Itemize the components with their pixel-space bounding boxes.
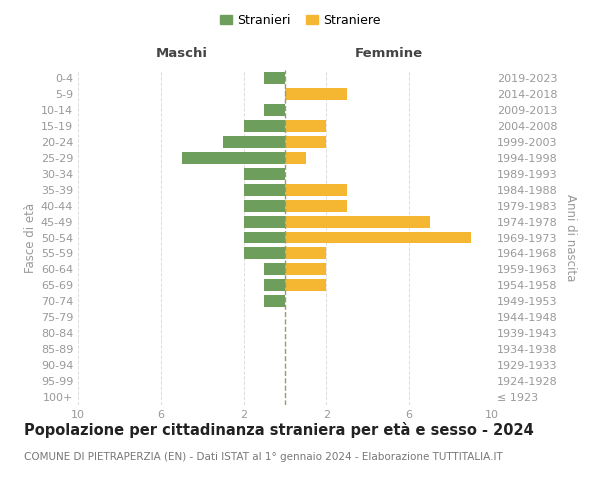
- Bar: [285, 280, 326, 291]
- Bar: [285, 136, 326, 148]
- Bar: [244, 232, 285, 243]
- Y-axis label: Anni di nascita: Anni di nascita: [564, 194, 577, 281]
- Bar: [285, 184, 347, 196]
- Bar: [244, 184, 285, 196]
- Bar: [265, 264, 285, 276]
- Y-axis label: Fasce di età: Fasce di età: [23, 202, 37, 272]
- Bar: [285, 264, 326, 276]
- Bar: [285, 88, 347, 100]
- Bar: [244, 168, 285, 179]
- Bar: [285, 200, 347, 211]
- Bar: [265, 296, 285, 308]
- Bar: [223, 136, 285, 148]
- Bar: [265, 104, 285, 116]
- Bar: [285, 216, 430, 228]
- Bar: [285, 232, 472, 243]
- Bar: [244, 248, 285, 260]
- Bar: [285, 120, 326, 132]
- Text: Popolazione per cittadinanza straniera per età e sesso - 2024: Popolazione per cittadinanza straniera p…: [24, 422, 534, 438]
- Bar: [244, 120, 285, 132]
- Bar: [265, 72, 285, 84]
- Bar: [285, 152, 306, 164]
- Text: COMUNE DI PIETRAPERZIA (EN) - Dati ISTAT al 1° gennaio 2024 - Elaborazione TUTTI: COMUNE DI PIETRAPERZIA (EN) - Dati ISTAT…: [24, 452, 503, 462]
- Text: Maschi: Maschi: [155, 48, 208, 60]
- Bar: [285, 248, 326, 260]
- Legend: Stranieri, Straniere: Stranieri, Straniere: [215, 8, 386, 32]
- Text: Femmine: Femmine: [355, 48, 422, 60]
- Bar: [244, 200, 285, 211]
- Bar: [182, 152, 285, 164]
- Bar: [244, 216, 285, 228]
- Bar: [265, 280, 285, 291]
